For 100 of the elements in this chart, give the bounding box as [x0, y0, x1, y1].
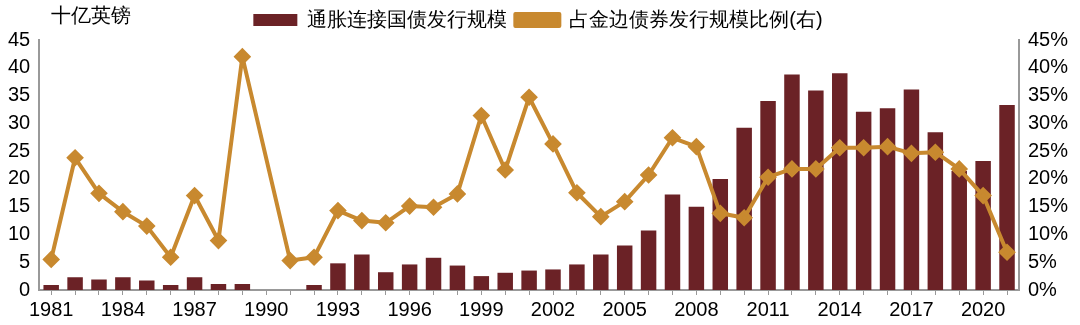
point [473, 107, 490, 124]
bar [497, 272, 513, 290]
point [67, 149, 84, 166]
legend-label: 通胀连接国债发行规模 [307, 7, 508, 30]
bar [760, 101, 776, 290]
y-tick-label: 20 [8, 166, 31, 189]
point [616, 193, 633, 210]
point [783, 160, 800, 177]
bar [43, 285, 59, 290]
x-tick-label: 1990 [244, 297, 289, 320]
point [43, 251, 60, 268]
bar [593, 254, 609, 290]
point [927, 144, 944, 161]
bar [736, 127, 752, 290]
bar [162, 285, 179, 290]
x-tick-label: 2002 [530, 297, 576, 320]
bar [879, 108, 896, 290]
point [210, 232, 227, 249]
x-tick-label: 2008 [674, 297, 719, 320]
point [760, 169, 777, 186]
point [497, 162, 514, 178]
bar [855, 111, 872, 290]
point [712, 205, 729, 222]
point [592, 208, 609, 225]
x-tick-label: 2005 [602, 297, 647, 320]
point [329, 202, 346, 219]
point [855, 139, 872, 156]
bar [449, 265, 466, 290]
y-axis-title: 十亿英镑 [51, 3, 132, 26]
bar [784, 74, 800, 290]
bar [545, 269, 561, 290]
y-tick-label: 35 [8, 83, 31, 106]
y-tick-label: 15 [8, 194, 31, 217]
y2-tick-label: 15% [1027, 194, 1069, 217]
bar [234, 283, 251, 290]
bar [306, 285, 322, 290]
bar [67, 277, 83, 290]
point [449, 185, 466, 202]
point [831, 139, 848, 156]
bar [401, 264, 418, 290]
bar [354, 254, 370, 290]
point [640, 167, 657, 183]
point [807, 160, 824, 177]
y2-tick-label: 30% [1027, 110, 1069, 133]
point [975, 187, 992, 204]
bar [640, 230, 657, 290]
y2-tick-label: 40% [1027, 55, 1069, 78]
y-tick-label: 40 [8, 55, 31, 78]
bar [186, 277, 203, 290]
y2-tick-label: 20% [1027, 166, 1069, 189]
bar [473, 276, 490, 290]
y2-tick-label: 0% [1027, 277, 1058, 300]
point [186, 187, 203, 204]
y2-tick-label: 35% [1027, 83, 1069, 106]
bar [808, 90, 824, 290]
x-tick-label: 2011 [746, 297, 790, 320]
point [114, 203, 131, 220]
y-tick-label: 25 [8, 138, 31, 161]
y2-tick-label: 10% [1027, 221, 1069, 244]
y-tick-label: 45 [8, 27, 31, 50]
point [999, 244, 1016, 261]
x-tick-label: 1987 [172, 297, 217, 320]
y2-tick-label: 25% [1027, 138, 1069, 161]
y-tick-label: 10 [8, 221, 31, 244]
bar [927, 132, 944, 290]
bar [210, 283, 227, 290]
bar [616, 245, 633, 290]
point [138, 218, 155, 235]
x-tick-label: 1984 [100, 297, 146, 320]
point [568, 184, 585, 201]
x-tick-label: 1981 [28, 297, 74, 320]
bar [569, 264, 585, 290]
point [736, 209, 753, 226]
bar [91, 279, 107, 290]
x-tick-label: 2020 [960, 297, 1006, 320]
bar [903, 89, 920, 290]
point [951, 160, 968, 177]
point [306, 249, 323, 266]
bar [832, 73, 848, 290]
point [90, 185, 107, 202]
point [879, 138, 896, 155]
y-tick-label: 30 [8, 110, 31, 133]
y-tick-label: 5 [19, 249, 31, 272]
point [425, 199, 442, 216]
bar [688, 206, 705, 290]
bar [330, 263, 346, 290]
x-tick-label: 1999 [459, 297, 504, 320]
bar [139, 280, 155, 290]
legend-label: 占金边债券发行规模比例(右) [569, 7, 823, 30]
point [401, 198, 418, 215]
bar [664, 194, 681, 290]
x-tick-label: 1993 [315, 297, 361, 320]
point [688, 138, 705, 155]
y-tick-label: 0 [19, 277, 31, 300]
point [521, 89, 538, 106]
y2-tick-label: 5% [1027, 249, 1058, 272]
point [903, 145, 920, 162]
bar [951, 171, 967, 290]
point [162, 249, 179, 266]
point [353, 212, 370, 229]
